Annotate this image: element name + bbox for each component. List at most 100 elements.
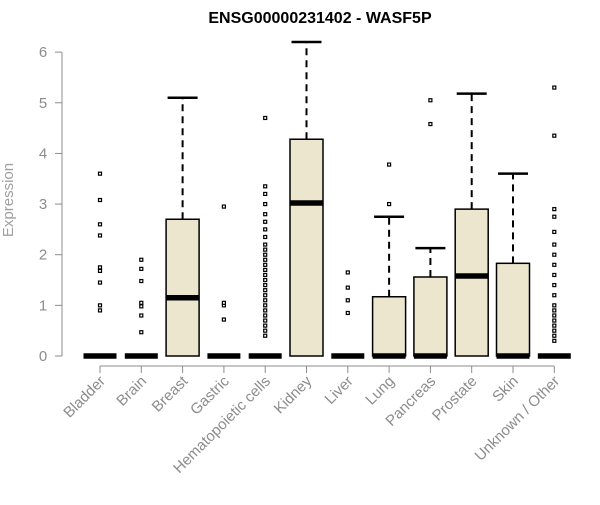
outlier-point bbox=[552, 85, 557, 90]
outlier-point bbox=[552, 214, 557, 219]
outlier-point bbox=[552, 338, 557, 343]
outlier-point bbox=[97, 308, 103, 313]
y-tick-label: 3 bbox=[39, 196, 47, 213]
outlier-point bbox=[139, 304, 144, 309]
box-group bbox=[331, 270, 365, 359]
outlier-point bbox=[139, 330, 144, 335]
x-tick-label: Lung bbox=[362, 373, 398, 409]
outlier-point bbox=[97, 303, 103, 308]
outlier-point bbox=[552, 229, 557, 235]
outlier-point bbox=[552, 207, 557, 212]
box-group bbox=[248, 115, 282, 359]
outlier-point bbox=[263, 303, 268, 308]
outlier-point bbox=[263, 247, 268, 252]
outlier-point bbox=[263, 318, 268, 323]
y-axis-label: Expression bbox=[0, 163, 17, 237]
outlier-point bbox=[345, 270, 350, 275]
outlier-point bbox=[263, 298, 268, 303]
outlier-point bbox=[263, 227, 268, 232]
box-group bbox=[289, 40, 324, 357]
y-tick-label: 2 bbox=[39, 247, 47, 264]
outlier-point bbox=[552, 323, 557, 328]
x-tick-label: Bladder bbox=[60, 373, 109, 422]
outlier-point bbox=[263, 333, 268, 338]
outlier-point bbox=[552, 308, 557, 313]
outlier-point bbox=[552, 303, 557, 308]
outlier-point bbox=[139, 278, 144, 284]
y-tick-label: 5 bbox=[39, 95, 47, 112]
box-group bbox=[495, 172, 531, 359]
outlier-point bbox=[552, 318, 557, 323]
box bbox=[289, 138, 324, 357]
x-tick-label: Liver bbox=[322, 373, 357, 408]
outlier-point bbox=[263, 234, 268, 240]
outlier-point bbox=[263, 257, 268, 262]
x-tick-label: Kidney bbox=[271, 372, 316, 417]
outlier-point bbox=[263, 212, 268, 217]
outlier-point bbox=[97, 171, 103, 176]
outlier-point bbox=[345, 285, 350, 290]
outlier-point bbox=[221, 300, 226, 305]
outlier-point bbox=[552, 333, 557, 338]
outlier-point bbox=[97, 222, 103, 227]
x-tick-label: Skin bbox=[489, 373, 522, 406]
outlier-point bbox=[345, 298, 350, 303]
box-group bbox=[165, 96, 200, 357]
outlier-point bbox=[221, 204, 226, 209]
outlier-point bbox=[263, 328, 268, 333]
outlier-point bbox=[97, 268, 103, 274]
box bbox=[495, 262, 531, 357]
outlier-point bbox=[428, 98, 433, 103]
outlier-point bbox=[221, 317, 226, 322]
box-group bbox=[207, 204, 241, 359]
box bbox=[413, 276, 448, 357]
outlier-point bbox=[139, 266, 144, 271]
box-group bbox=[454, 92, 489, 357]
y-axis: 0 1 2 3 4 5 6 bbox=[39, 44, 63, 365]
y-tick-label: 4 bbox=[39, 145, 47, 162]
outlier-point bbox=[552, 313, 557, 318]
y-tick-label: 6 bbox=[39, 44, 47, 61]
outlier-point bbox=[552, 272, 557, 278]
y-tick-label: 1 bbox=[39, 297, 47, 314]
outlier-point bbox=[552, 282, 557, 288]
outlier-point bbox=[139, 313, 144, 318]
box-group bbox=[124, 257, 158, 359]
outlier-point bbox=[345, 310, 350, 316]
outlier-point bbox=[387, 201, 392, 207]
outlier-point bbox=[263, 115, 268, 121]
outlier-point bbox=[263, 242, 268, 247]
outlier-point bbox=[552, 328, 557, 333]
box bbox=[371, 295, 407, 357]
outlier-point bbox=[552, 133, 557, 138]
outlier-point bbox=[97, 280, 103, 285]
box-group bbox=[537, 85, 571, 359]
outlier-point bbox=[263, 288, 268, 293]
box-group bbox=[371, 162, 407, 359]
chart-title: ENSG00000231402 - WASF5P bbox=[208, 10, 432, 27]
outlier-point bbox=[263, 277, 268, 283]
outlier-point bbox=[97, 197, 103, 203]
outlier-point bbox=[263, 184, 268, 189]
x-tick-label: Breast bbox=[149, 372, 192, 415]
outlier-point bbox=[552, 242, 557, 247]
box bbox=[165, 218, 200, 357]
outlier-point bbox=[387, 162, 392, 167]
outlier-point bbox=[263, 262, 268, 267]
outlier-point bbox=[139, 300, 144, 305]
box bbox=[454, 208, 489, 357]
outlier-point bbox=[263, 323, 268, 328]
x-tick-label: Prostate bbox=[429, 373, 481, 425]
outlier-point bbox=[552, 293, 557, 298]
outlier-point bbox=[263, 293, 268, 298]
outlier-point bbox=[263, 201, 268, 207]
outlier-point bbox=[97, 265, 103, 270]
outlier-point bbox=[263, 272, 268, 278]
outlier-point bbox=[552, 252, 557, 257]
outlier-point bbox=[552, 262, 557, 267]
outlier-point bbox=[428, 121, 433, 127]
outlier-point bbox=[263, 252, 268, 257]
